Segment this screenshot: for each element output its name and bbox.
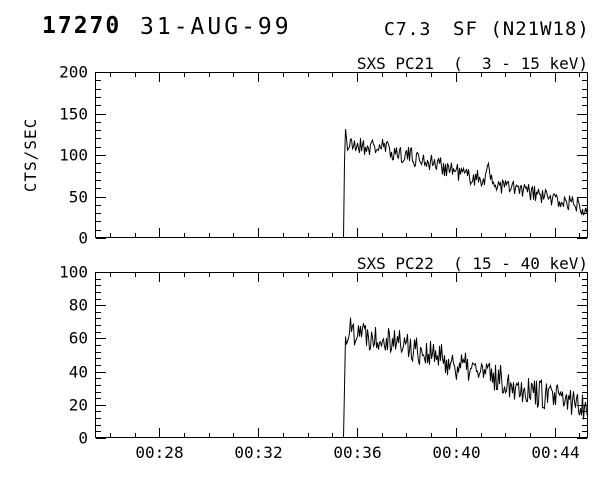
flare-date: 31-AUG-99 <box>140 14 292 40</box>
y-tick-label: 100 <box>59 146 88 165</box>
flare-type-location: SF (N21W18) <box>453 18 590 40</box>
plot-border <box>95 72 588 238</box>
y-tick-label: 20 <box>69 396 88 415</box>
chart-title: SXS PC22 ( 15 - 40 keV) <box>357 254 588 273</box>
y-tick-label: 60 <box>69 329 88 348</box>
pc22-chart: 0 20 40 60 80 100 00:28 00:32 00:36 00:40 00:44 SXS… <box>59 254 588 462</box>
y-tick-label: 80 <box>69 296 88 315</box>
data-trace <box>343 317 588 439</box>
y-tick-label: 0 <box>78 429 88 448</box>
x-tick-label: 00:32 <box>234 443 282 462</box>
x-tick-label: 00:44 <box>531 443 579 462</box>
y-tick-label: 150 <box>59 105 88 124</box>
goes-class: C7.3 <box>384 19 432 40</box>
y-tick-label: 100 <box>59 263 88 282</box>
y-axis-label: CTS/SEC <box>21 118 40 192</box>
chart-title: SXS PC21 ( 3 - 15 keV) <box>357 54 588 73</box>
x-tick-label: 00:40 <box>432 443 480 462</box>
x-tick-label: 00:28 <box>135 443 183 462</box>
flare-number: 17270 <box>42 13 122 39</box>
plot-border <box>95 272 588 438</box>
y-tick-label: 50 <box>69 188 88 207</box>
data-trace <box>343 129 588 239</box>
pc21-chart: 0 50 100 150 200 SXS PC21 ( 3 - 15 keV) CTS/SE… <box>21 54 588 248</box>
x-tick-label: 00:36 <box>333 443 381 462</box>
y-tick-label: 0 <box>78 229 88 248</box>
y-tick-label: 40 <box>69 363 88 382</box>
y-tick-label: 200 <box>59 63 88 82</box>
